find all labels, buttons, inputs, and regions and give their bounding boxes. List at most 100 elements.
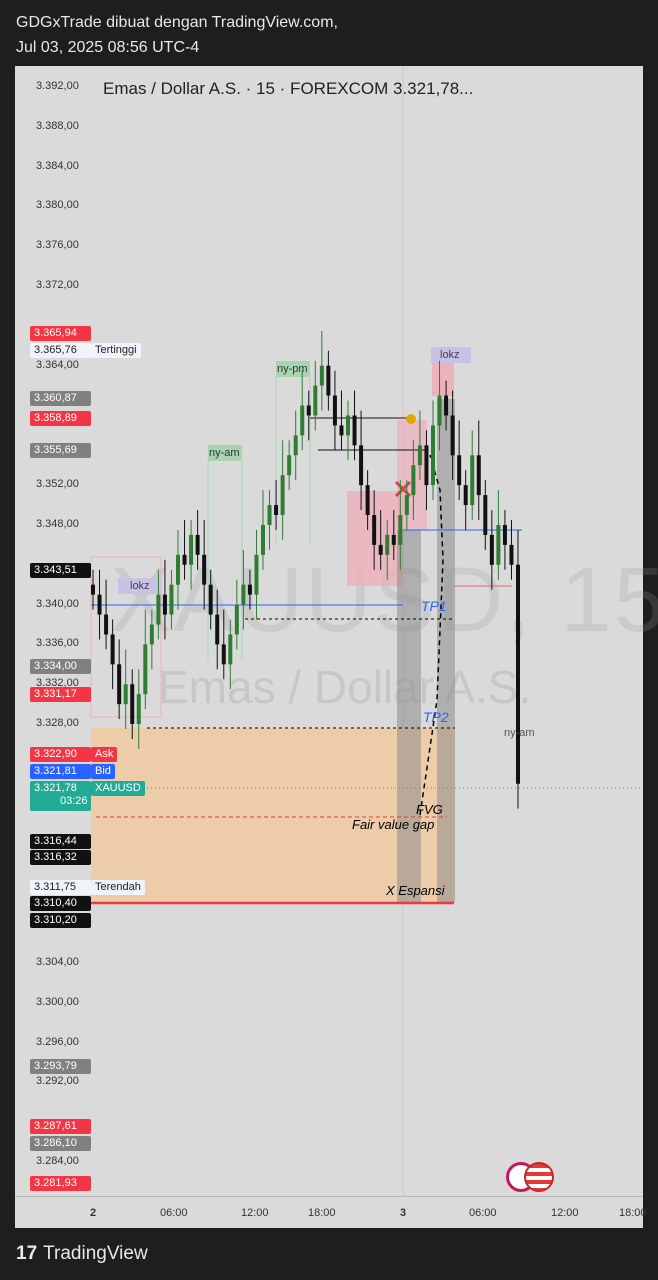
price-tag-countdown: 03:26	[60, 795, 88, 807]
price-tag: 3.286,10	[30, 1136, 91, 1151]
price-tag: 3.316,44	[30, 834, 91, 849]
candle-body	[496, 524, 501, 565]
candle-body	[195, 534, 200, 555]
chart-panel[interactable]	[15, 66, 643, 1228]
time-axis-label: 3	[400, 1207, 407, 1219]
candle-body	[431, 425, 435, 486]
candle-body	[398, 515, 403, 545]
candle-body	[189, 534, 194, 565]
footer-brand: 17 TradingView	[16, 1243, 148, 1265]
candle-body	[143, 644, 148, 695]
candle-body	[372, 515, 377, 545]
candle-body	[208, 584, 213, 615]
us-flag-icon-2[interactable]	[524, 1162, 554, 1192]
candle-body	[91, 584, 95, 595]
price-axis-label: 3.348,00	[36, 517, 79, 530]
tp2-label: TP2	[423, 709, 449, 725]
candle-body	[306, 405, 311, 416]
price-axis-label: 3.364,00	[36, 358, 79, 371]
candle-body	[450, 415, 455, 456]
price-tag-label: Tertinggi	[91, 343, 141, 358]
time-axis-label: 18:00	[308, 1207, 336, 1219]
price-tag: 3.293,79	[30, 1059, 91, 1074]
price-tag-label: XAUUSD	[91, 781, 145, 796]
candle-body	[280, 475, 285, 516]
price-axis-label: 3.332,00	[36, 677, 79, 690]
price-axis-label: 3.392,00	[36, 80, 79, 92]
price-axis-label: 3.376,00	[36, 239, 79, 252]
time-axis-label: 12:00	[241, 1207, 269, 1219]
price-axis-label: 3.384,00	[36, 159, 79, 172]
price-tag: 3.358,89	[30, 411, 91, 426]
price-axis-label: 3.300,00	[36, 995, 79, 1008]
footer-brand-label: TradingView	[43, 1243, 148, 1264]
price-axis-label: 3.284,00	[36, 1155, 79, 1167]
candle-body	[254, 554, 259, 595]
candle-body	[404, 495, 409, 516]
candle-body	[215, 614, 220, 645]
price-axis-label: 3.340,00	[36, 597, 79, 610]
candle-body	[319, 365, 324, 386]
candle-body	[130, 684, 135, 725]
candle-body	[424, 445, 429, 486]
time-axis-label: 2	[90, 1207, 97, 1219]
candle-body	[359, 445, 364, 486]
candle-body	[234, 604, 239, 635]
price-axis-label: 3.336,00	[36, 637, 79, 650]
candle-body	[182, 554, 187, 565]
candle-body	[476, 455, 481, 496]
candle-body	[417, 445, 422, 466]
price-tag: 3.355,69	[30, 443, 91, 458]
price-tag-label: Bid	[91, 764, 115, 779]
candle-body	[293, 435, 298, 456]
price-tag-label: Ask	[91, 747, 118, 762]
candle-body	[97, 594, 102, 615]
candle-body	[241, 584, 246, 605]
candle-body	[502, 524, 507, 545]
time-axis-label: 18:00	[619, 1207, 647, 1219]
candle-body	[470, 455, 475, 506]
ny-am-label: ny-am	[209, 447, 240, 459]
time-axis-label: 06:00	[469, 1207, 497, 1219]
price-tag: 3.316,32	[30, 850, 91, 865]
session-column-1	[397, 530, 421, 902]
fvg-label: FVG	[416, 802, 443, 817]
price-tag: 3.331,17	[30, 687, 91, 702]
price-tag: 3.310,20	[30, 913, 91, 928]
price-tag-label: Terendah	[91, 880, 145, 895]
candle-body	[247, 584, 252, 595]
candle-body	[228, 634, 233, 665]
time-axis-label: 12:00	[551, 1207, 579, 1219]
ny-pm-box	[276, 361, 310, 377]
price-tag: 3.360,87	[30, 391, 91, 406]
ny-am-label-2: ny-am	[504, 727, 535, 739]
price-tag: 3.334,00	[30, 659, 91, 674]
tp1-label: TP1	[421, 598, 447, 614]
time-axis-divider	[15, 1196, 643, 1197]
price-axis-label: 3.380,00	[36, 199, 79, 212]
candle-body	[516, 564, 520, 784]
candle-body	[162, 594, 167, 615]
candle-body	[332, 395, 337, 426]
candle-body	[385, 534, 390, 555]
price-tag: 3.322,90	[30, 747, 91, 762]
candle-body	[117, 664, 122, 705]
candle-body	[169, 584, 174, 615]
candle-body	[411, 465, 416, 496]
candle-body	[110, 634, 115, 665]
price-tag: 3.281,93	[30, 1176, 91, 1191]
candle-body	[104, 614, 109, 635]
price-tag: 3.311,75	[30, 880, 91, 895]
candle-body	[489, 534, 494, 565]
price-chart[interactable]	[90, 66, 642, 1196]
candle-body	[391, 534, 396, 545]
price-tag: 3.365,94	[30, 326, 91, 341]
candle-body	[313, 385, 318, 416]
expansion-label: X Espansi	[386, 883, 445, 898]
ny-pm-label: ny-pm	[277, 363, 308, 375]
candle-body	[149, 624, 154, 645]
price-tag: 3.343,51	[30, 563, 91, 578]
fair-value-gap-zone	[91, 728, 453, 903]
price-axis-label: 3.292,00	[36, 1075, 79, 1088]
cross-marker	[394, 480, 412, 498]
